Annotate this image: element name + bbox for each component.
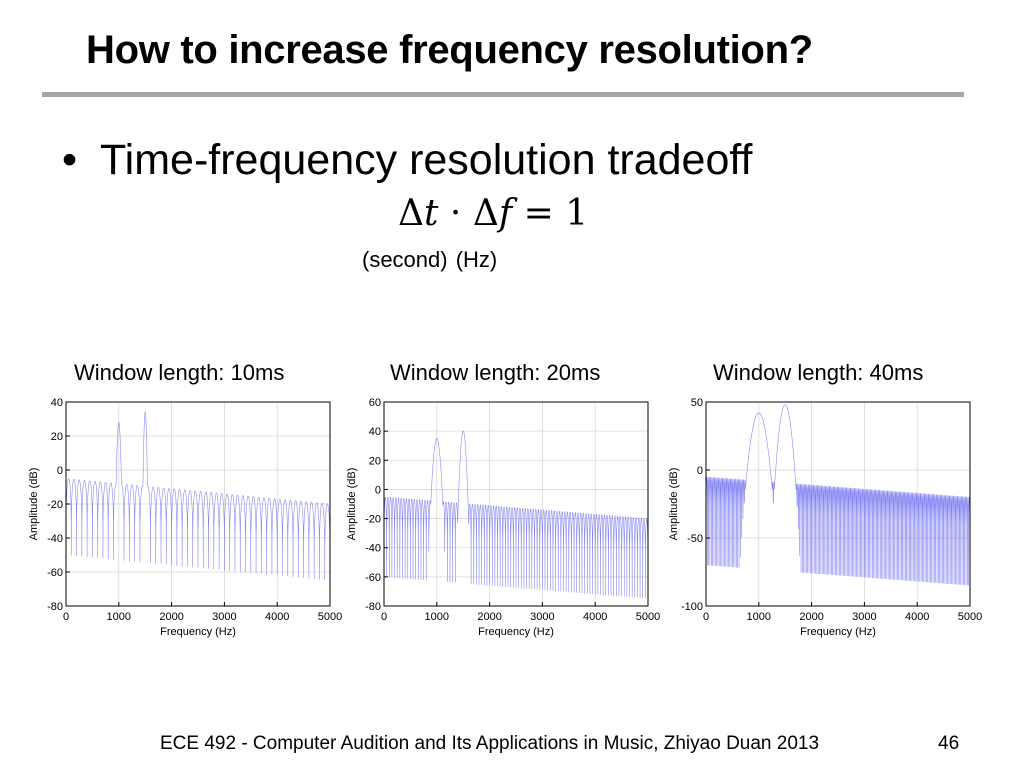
plot-title-20ms: Window length: 20ms	[390, 360, 601, 385]
eq-var-t: t	[424, 193, 439, 234]
y-tick-label: -20	[47, 499, 63, 511]
equation-units: (second) (Hz)	[362, 247, 498, 272]
spectrum-line	[705, 404, 971, 586]
x-tick-label: 4000	[905, 611, 929, 623]
x-tick-label: 0	[63, 611, 69, 623]
axes-box	[705, 401, 971, 607]
y-tick-label: 50	[691, 397, 703, 409]
x-tick-label: 2000	[159, 611, 183, 623]
y-axis-label: Amplitude (dB)	[28, 468, 40, 541]
spectrum-plot-20ms: 0 1000 2000 3000 4000 5000 -80 -60 -40 -20 0 20 40 60…	[346, 397, 660, 638]
x-tick-label: 4000	[583, 611, 607, 623]
x-tick-label: 1000	[107, 611, 131, 623]
x-tick-label: 2000	[477, 611, 501, 623]
footer-text: ECE 492 - Computer Audition and Its Appl…	[160, 733, 820, 754]
plot-title-10ms: Window length: 10ms	[74, 360, 285, 385]
spectrum-plot-40ms: 0 1000 2000 3000 4000 5000 -100 -50 0 50 Frequency…	[668, 397, 982, 638]
y-tick-label: 40	[369, 426, 381, 438]
plot-title-40ms: Window length: 40ms	[713, 360, 924, 385]
y-tick-label: -80	[365, 601, 381, 613]
x-tick-label: 3000	[852, 611, 876, 623]
eq-delta-1: Δ	[398, 193, 424, 234]
y-axis-label: Amplitude (dB)	[346, 468, 358, 541]
bullet-dot: •	[62, 136, 78, 184]
slide-title: How to increase frequency resolution?	[86, 28, 813, 72]
y-tick-label: 20	[51, 431, 63, 443]
y-tick-label: -40	[365, 543, 381, 555]
y-tick-label: 60	[369, 397, 381, 409]
title-divider	[42, 92, 964, 97]
eq-rest: = 1	[512, 193, 589, 234]
x-tick-label: 5000	[958, 611, 982, 623]
axes-box	[383, 401, 649, 607]
x-tick-label: 0	[381, 611, 387, 623]
bullet-text: Time-frequency resolution tradeoff	[100, 136, 753, 184]
eq-delta-2: Δ	[472, 193, 499, 234]
x-tick-label: 3000	[530, 611, 554, 623]
y-tick-label: -40	[47, 533, 63, 545]
page-number: 46	[938, 733, 960, 754]
y-tick-label: 40	[51, 397, 63, 409]
x-tick-label: 1000	[747, 611, 771, 623]
y-axis-label: Amplitude (dB)	[668, 468, 680, 541]
bullet-item: • Time-frequency resolution tradeoff	[62, 136, 753, 185]
x-axis-label: Frequency (Hz)	[160, 626, 236, 638]
x-tick-label: 2000	[799, 611, 823, 623]
y-tick-label: -20	[365, 514, 381, 526]
x-axis-label: Frequency (Hz)	[800, 626, 876, 638]
tradeoff-equation: Δt · Δf = 1	[398, 193, 588, 234]
x-tick-label: 0	[703, 611, 709, 623]
y-tick-label: 20	[369, 455, 381, 467]
y-tick-label: -50	[687, 533, 703, 545]
eq-var-f: f	[498, 193, 513, 234]
y-tick-label: 0	[57, 465, 63, 477]
x-tick-label: 3000	[212, 611, 236, 623]
x-tick-label: 1000	[425, 611, 449, 623]
y-tick-label: -80	[47, 601, 63, 613]
spectrum-line	[65, 411, 331, 581]
spectrum-line	[383, 430, 649, 599]
x-tick-label: 4000	[265, 611, 289, 623]
y-tick-label: -100	[681, 601, 703, 613]
y-tick-label: -60	[47, 567, 63, 579]
eq-dot: ·	[438, 193, 473, 234]
x-tick-label: 5000	[318, 611, 342, 623]
spectrum-plot-10ms: 0 1000 2000 3000 4000 5000 -80 -60 -40 -20 0 20 40 Fr…	[28, 397, 342, 638]
x-axis-label: Frequency (Hz)	[478, 626, 554, 638]
y-tick-label: 0	[375, 484, 381, 496]
x-tick-label: 5000	[636, 611, 660, 623]
y-tick-label: 0	[697, 465, 703, 477]
y-tick-label: -60	[365, 572, 381, 584]
